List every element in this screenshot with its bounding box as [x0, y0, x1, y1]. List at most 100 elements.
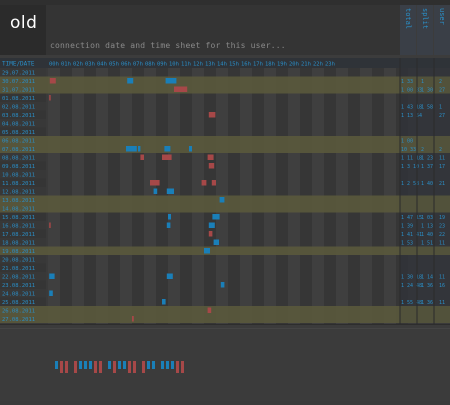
hour-column: [144, 58, 156, 324]
date-cell: [0, 221, 46, 230]
row-date[interactable]: 18.08.2011: [2, 241, 35, 247]
row-split: 2: [421, 147, 424, 153]
session-bar[interactable]: [132, 316, 134, 322]
row-date[interactable]: 12.08.2011: [2, 190, 35, 196]
histogram-bar: [123, 361, 126, 369]
row-total: 1 00: [401, 139, 413, 145]
summary-cell: [400, 68, 450, 77]
session-bar[interactable]: [127, 78, 134, 84]
hour-column: [192, 58, 204, 324]
row-date[interactable]: 09.08.2011: [2, 164, 35, 170]
hour-label: 22h: [313, 62, 323, 68]
session-bar[interactable]: [207, 307, 212, 314]
session-bar[interactable]: [212, 214, 220, 220]
row-date[interactable]: 21.08.2011: [2, 266, 35, 272]
session-bar[interactable]: [208, 112, 216, 118]
column-header-split[interactable]: split: [417, 5, 433, 55]
row-date[interactable]: 11.08.2011: [2, 181, 35, 187]
summary-cell: [400, 178, 450, 187]
row-date[interactable]: 31.07.2011: [2, 88, 35, 94]
row-date[interactable]: 03.08.2011: [2, 113, 35, 119]
session-bar[interactable]: [220, 282, 225, 288]
row-date[interactable]: 05.08.2011: [2, 130, 35, 136]
row-user: 19: [439, 215, 445, 221]
row-date[interactable]: 01.08.2011: [2, 96, 35, 102]
session-bar[interactable]: [49, 78, 56, 84]
row-date[interactable]: 16.08.2011: [2, 224, 35, 230]
hour-label: 12h: [193, 62, 203, 68]
hour-column: [132, 58, 144, 324]
row-date[interactable]: 25.08.2011: [2, 300, 35, 306]
session-bar[interactable]: [150, 180, 160, 186]
summary-cell: [400, 76, 450, 85]
row-total: 1 43 18: [401, 105, 422, 111]
session-bar[interactable]: [165, 78, 177, 84]
summary-cell: [400, 136, 450, 145]
session-bar[interactable]: [49, 222, 51, 229]
histogram-bar: [181, 361, 184, 373]
hour-label: 14h: [217, 62, 227, 68]
row-split: 1 40: [421, 232, 433, 238]
session-bar[interactable]: [166, 273, 173, 280]
row-date[interactable]: 23.08.2011: [2, 283, 35, 289]
session-bar[interactable]: [126, 146, 137, 152]
session-bar[interactable]: [208, 231, 213, 237]
row-date[interactable]: 20.08.2011: [2, 258, 35, 264]
session-bar[interactable]: [174, 86, 188, 93]
session-bar[interactable]: [219, 197, 225, 203]
session-bar[interactable]: [153, 188, 158, 195]
session-bar[interactable]: [211, 180, 216, 186]
weekend-band: [0, 246, 450, 255]
row-date[interactable]: 24.08.2011: [2, 292, 35, 298]
summary-cell: [400, 255, 450, 264]
row-date[interactable]: 27.08.2011: [2, 317, 35, 323]
session-bar[interactable]: [49, 290, 53, 297]
row-date[interactable]: 30.07.2011: [2, 79, 35, 85]
session-bar[interactable]: [204, 248, 210, 254]
hour-column: [360, 58, 372, 324]
row-date[interactable]: 26.08.2011: [2, 309, 35, 315]
session-bar[interactable]: [166, 222, 171, 229]
session-bar[interactable]: [213, 239, 219, 246]
row-date[interactable]: 15.08.2011: [2, 215, 35, 221]
session-bar[interactable]: [207, 154, 214, 161]
row-date[interactable]: 14.08.2011: [2, 207, 35, 213]
column-header-total[interactable]: total: [400, 5, 416, 55]
session-bar[interactable]: [166, 188, 174, 195]
app-logo[interactable]: old: [0, 5, 46, 55]
row-date[interactable]: 13.08.2011: [2, 198, 35, 204]
summary-cell: [400, 306, 450, 315]
row-date[interactable]: 04.08.2011: [2, 122, 35, 128]
row-date[interactable]: 22.08.2011: [2, 275, 35, 281]
row-date[interactable]: 06.08.2011: [2, 139, 35, 145]
summary-cell: [400, 170, 450, 179]
summary-cell: [400, 127, 450, 136]
session-bar[interactable]: [162, 154, 172, 161]
session-bar[interactable]: [138, 146, 141, 152]
session-bar[interactable]: [168, 214, 171, 220]
hour-column: [204, 58, 216, 324]
row-date[interactable]: 29.07.2011: [2, 71, 35, 77]
row-date[interactable]: 08.08.2011: [2, 156, 35, 162]
row-date[interactable]: 02.08.2011: [2, 105, 35, 111]
row-date[interactable]: 17.08.2011: [2, 232, 35, 238]
row-date[interactable]: 10.08.2011: [2, 173, 35, 179]
row-split: 1 37: [421, 164, 433, 170]
session-bar[interactable]: [208, 163, 215, 169]
hour-label: 20h: [289, 62, 299, 68]
hour-column: [156, 58, 168, 324]
row-user: 23: [439, 224, 445, 230]
session-bar[interactable]: [201, 180, 207, 186]
weekend-band: [0, 195, 450, 204]
session-bar[interactable]: [49, 95, 51, 101]
session-bar[interactable]: [189, 146, 192, 152]
column-header-user[interactable]: user: [434, 5, 450, 55]
row-date[interactable]: 19.08.2011: [2, 249, 35, 255]
session-bar[interactable]: [164, 146, 171, 152]
session-bar[interactable]: [162, 299, 166, 305]
session-bar[interactable]: [49, 273, 55, 280]
row-date[interactable]: 07.08.2011: [2, 147, 35, 153]
session-bar[interactable]: [208, 222, 215, 229]
session-bar[interactable]: [140, 154, 144, 161]
date-cell: [0, 212, 46, 221]
